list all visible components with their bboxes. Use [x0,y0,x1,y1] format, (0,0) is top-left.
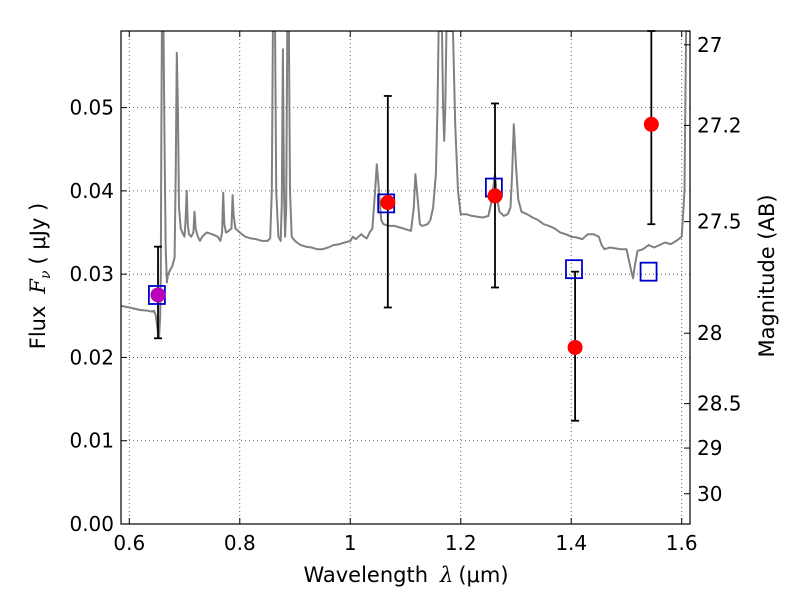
y-axis-title-subscript: ν [38,270,54,279]
model-square-point [639,261,658,282]
plot-area [121,31,690,338]
y-axis-title-unit: ( μJy ) [26,203,50,265]
y2-tick-label: 27.5 [697,210,742,234]
y2-tick-label: 30 [697,482,722,506]
x-axis-title: Wavelength λ (μm) [303,563,508,587]
y-tick-label: 0.05 [69,96,114,120]
y-tick-label: 0.01 [69,429,114,453]
observed-flux-point [643,116,659,132]
model-square-point [565,259,583,280]
y-axis-title: Flux Fν ( μJy ) [26,203,54,349]
y-tick-label: 0.00 [69,512,114,536]
x-axis-title-text: Wavelength [303,563,428,587]
plot-frame [120,30,691,525]
y-axis-title-text: Flux [26,306,50,350]
y2-tick-label: 27 [697,33,722,57]
observed-flux-point [487,188,503,204]
observed-flux-point [380,195,396,211]
x-tick-label: 1.2 [445,531,477,555]
spectrum-line [121,31,690,338]
x-tick-label: 0.6 [113,531,145,555]
grid [121,31,690,524]
axis-ticks: 0.6 0.8 1 1.2 1.4 1.6 0.00 0.01 0.02 0.03 0.04 0.05… [69,31,742,555]
y2-tick-label: 29 [697,436,722,460]
x-tick-label: 1.4 [555,531,587,555]
observed-flux-point [150,287,166,303]
x-axis-title-symbol: λ [439,563,453,587]
x-axis-title-unit: (μm) [458,563,508,587]
y-axis-title-symbol: F [26,278,50,295]
observed-flux-point [567,339,583,355]
y-tick-label: 0.03 [69,262,114,286]
x-tick-label: 1.6 [666,531,698,555]
x-tick-label: 0.8 [224,531,256,555]
x-tick-label: 1 [344,531,357,555]
y2-tick-label: 27.2 [697,113,742,137]
y2-tick-label: 28 [697,321,722,345]
y2-axis-title: Magnitude (AB) [755,194,779,357]
y2-tick-label: 28.5 [697,392,742,416]
y-tick-label: 0.04 [69,179,114,203]
y-tick-label: 0.02 [69,345,114,369]
